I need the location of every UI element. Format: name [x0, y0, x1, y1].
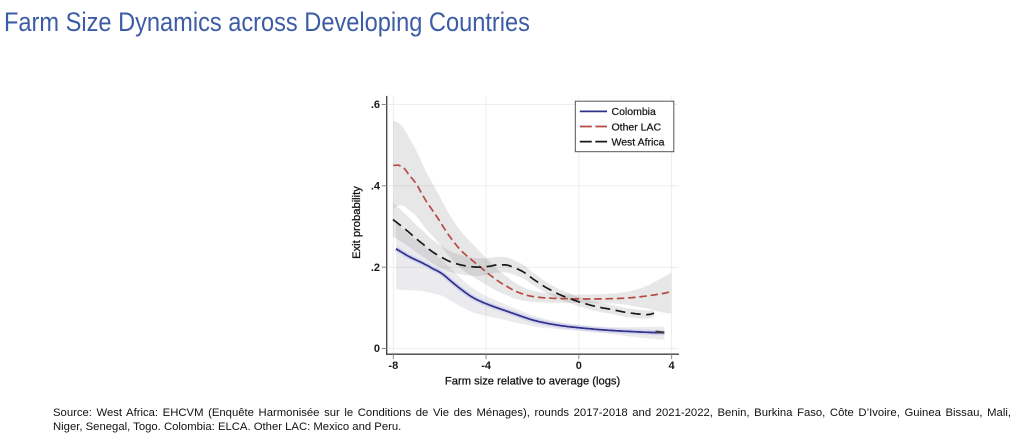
- svg-text:0: 0: [576, 360, 582, 372]
- svg-text:Other LAC: Other LAC: [612, 121, 662, 133]
- svg-text:West Africa: West Africa: [612, 136, 665, 148]
- svg-text:-4: -4: [481, 360, 492, 372]
- svg-text:.4: .4: [371, 181, 381, 193]
- svg-text:Exit probability: Exit probability: [351, 186, 363, 259]
- svg-text:Colombia: Colombia: [612, 106, 657, 118]
- svg-text:4: 4: [669, 360, 676, 372]
- svg-text:.2: .2: [371, 262, 380, 274]
- svg-text:0: 0: [374, 343, 380, 355]
- svg-text:.6: .6: [371, 99, 380, 111]
- svg-text:-8: -8: [388, 360, 398, 372]
- svg-text:Farm size relative to average: Farm size relative to average (logs): [445, 376, 621, 388]
